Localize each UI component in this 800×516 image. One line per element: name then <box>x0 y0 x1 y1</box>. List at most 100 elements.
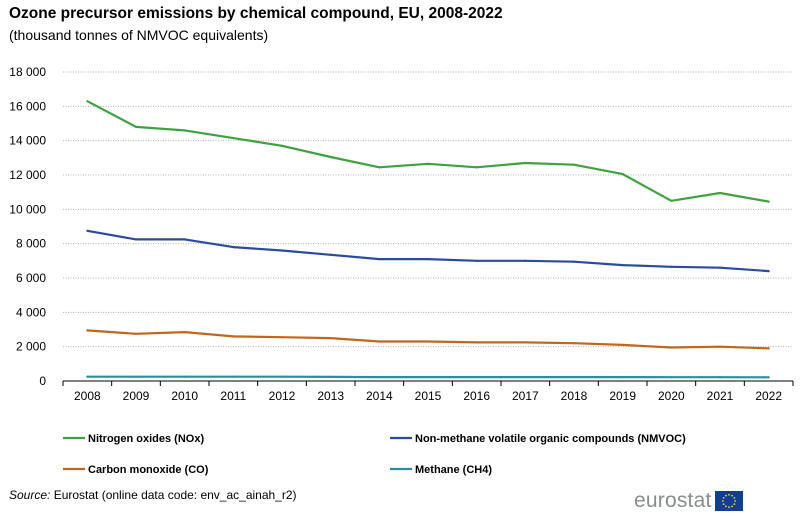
x-tick-label: 2011 <box>220 389 246 403</box>
data-point <box>767 270 770 273</box>
series-line-2 <box>87 229 769 273</box>
data-point <box>378 375 381 379</box>
x-tick-label: 2012 <box>269 389 296 403</box>
y-axis-ticks: 0 2 000 4 000 6 000 8 000 10 000 12 000 14 000 1… <box>9 65 46 388</box>
data-point <box>134 332 138 335</box>
data-point <box>767 347 770 350</box>
legend-item: Carbon monoxide (CO) <box>63 464 209 476</box>
legend-label: Non-methane volatile organic compounds (… <box>415 433 686 445</box>
data-point <box>767 200 770 203</box>
data-point <box>572 163 576 166</box>
data-point <box>621 343 624 347</box>
flag-star <box>722 500 725 502</box>
data-point <box>621 264 624 267</box>
x-tick-label: 2009 <box>123 389 150 403</box>
data-point <box>524 259 527 262</box>
data-point <box>718 191 722 195</box>
data-point <box>232 375 235 378</box>
data-point <box>329 155 332 159</box>
data-point <box>475 341 478 344</box>
data-point <box>280 249 284 252</box>
flag-star <box>723 503 726 505</box>
data-point <box>621 173 624 176</box>
flag-star <box>725 494 728 497</box>
data-point <box>134 125 138 129</box>
source-note: Source: Eurostat (online data code: env_… <box>9 488 297 502</box>
eu-flag-icon <box>715 491 744 511</box>
y-tick-label: 4 000 <box>16 305 46 319</box>
data-point <box>280 336 284 339</box>
data-point <box>718 345 722 348</box>
data-point <box>329 336 332 340</box>
data-point <box>767 376 770 379</box>
flag-star <box>733 503 736 505</box>
legend-item: Methane (CH4) <box>390 464 492 476</box>
flag-star <box>728 506 731 509</box>
x-tick-label: 2022 <box>755 389 782 403</box>
x-axis: 2008 2009 2010 2011 2012 2013 2014 2015 2016 2017… <box>62 380 794 403</box>
x-tick-label: 2017 <box>512 389 539 403</box>
data-point <box>378 340 381 343</box>
data-point <box>572 342 576 345</box>
data-point <box>86 229 89 232</box>
legend-item: Nitrogen oxides (NOx) <box>63 433 204 445</box>
data-point <box>232 335 235 338</box>
flag-star <box>731 505 734 508</box>
data-point <box>524 341 527 344</box>
series-lines <box>86 100 770 379</box>
series-line-1 <box>86 100 769 203</box>
y-tick-label: 2 000 <box>16 340 46 354</box>
data-point <box>524 161 527 165</box>
data-point <box>475 166 478 169</box>
data-point <box>183 375 186 378</box>
x-tick-label: 2020 <box>658 389 685 403</box>
y-tick-label: 12 000 <box>9 168 46 182</box>
data-point <box>232 136 235 140</box>
data-point <box>572 375 576 379</box>
legend-label: Nitrogen oxides (NOx) <box>88 433 204 445</box>
data-point <box>232 246 235 249</box>
chart-subtitle: (thousand tonnes of NMVOC equivalents) <box>9 27 269 43</box>
x-tick-label: 2010 <box>171 389 198 403</box>
source-text: Eurostat (online data code: env_ac_ainah… <box>50 488 297 502</box>
data-point <box>86 329 89 332</box>
y-tick-label: 16 000 <box>9 99 46 113</box>
data-point <box>280 375 284 378</box>
data-point <box>280 144 284 147</box>
y-tick-label: 14 000 <box>9 134 46 148</box>
eurostat-logo: eurostat <box>634 489 744 512</box>
x-tick-label: 2016 <box>463 389 490 403</box>
legend: Nitrogen oxides (NOx) Non-methane volatil… <box>63 433 686 476</box>
data-point <box>378 166 381 169</box>
flag-star <box>723 497 726 499</box>
data-point <box>329 253 332 256</box>
data-point <box>183 330 186 334</box>
data-point <box>426 258 430 261</box>
data-point <box>475 375 478 379</box>
data-point <box>670 199 673 202</box>
legend-label: Methane (CH4) <box>415 464 492 476</box>
flag-star <box>733 497 736 499</box>
data-point <box>426 375 430 379</box>
data-point <box>718 376 722 379</box>
x-tick-label: 2015 <box>415 389 442 403</box>
data-point <box>134 238 138 241</box>
x-tick-label: 2018 <box>561 389 588 403</box>
x-tick-label: 2008 <box>74 389 101 403</box>
logo-text: eurostat <box>634 489 712 512</box>
data-point <box>86 375 89 378</box>
x-tick-label: 2019 <box>609 389 636 403</box>
x-tick-label: 2014 <box>366 389 393 403</box>
data-point <box>183 129 186 132</box>
data-point <box>86 100 89 103</box>
flag-star <box>731 494 734 497</box>
data-point <box>378 258 381 261</box>
legend-item: Non-methane volatile organic compounds (… <box>390 433 686 445</box>
data-point <box>670 265 673 268</box>
data-point <box>329 375 332 378</box>
data-point <box>426 340 430 343</box>
data-point <box>524 375 527 379</box>
data-point <box>621 376 624 379</box>
y-tick-label: 18 000 <box>9 65 46 79</box>
